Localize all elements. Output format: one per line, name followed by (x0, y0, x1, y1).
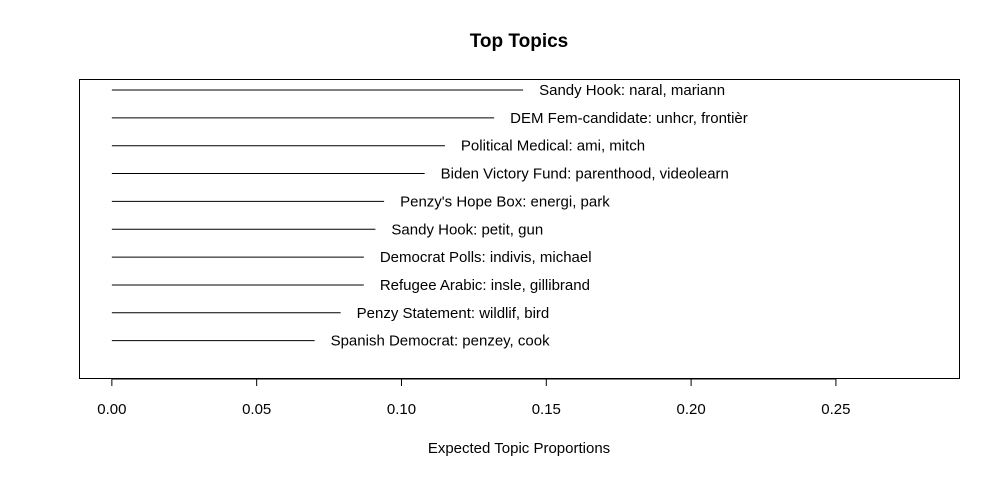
x-tick-label: 0.20 (676, 401, 705, 418)
x-tick-label: 0.25 (821, 401, 850, 418)
bar-label: Biden Victory Fund: parenthood, videolea… (441, 166, 729, 183)
x-tick-label: 0.05 (242, 401, 271, 418)
bars-group: Sandy Hook: naral, mariann DEM Fem-candid… (111, 82, 748, 350)
chart-title: Top Topics (470, 31, 569, 52)
bar-label: DEM Fem-candidate: unhcr, frontièr (510, 110, 748, 127)
bar-label: Democrat Polls: indivis, michael (380, 249, 592, 266)
bar-label: Sandy Hook: naral, mariann (539, 82, 725, 99)
x-tick-label: 0.00 (97, 401, 126, 418)
x-tick-label: 0.15 (532, 401, 561, 418)
x-axis: 0.00 0.05 0.10 0.15 0.20 0.25 (97, 378, 851, 418)
bar-label: Penzy Statement: wildlif, bird (357, 305, 550, 322)
bar-label: Political Medical: ami, mitch (461, 138, 645, 155)
x-axis-label: Expected Topic Proportions (428, 440, 610, 457)
bar-label: Refugee Arabic: insle, gillibrand (380, 277, 590, 294)
bar-label: Penzy's Hope Box: energi, park (400, 193, 610, 210)
x-tick-label: 0.10 (387, 401, 416, 418)
bar-label: Sandy Hook: petit, gun (391, 221, 543, 238)
bar-label: Spanish Democrat: penzey, cook (331, 333, 551, 350)
